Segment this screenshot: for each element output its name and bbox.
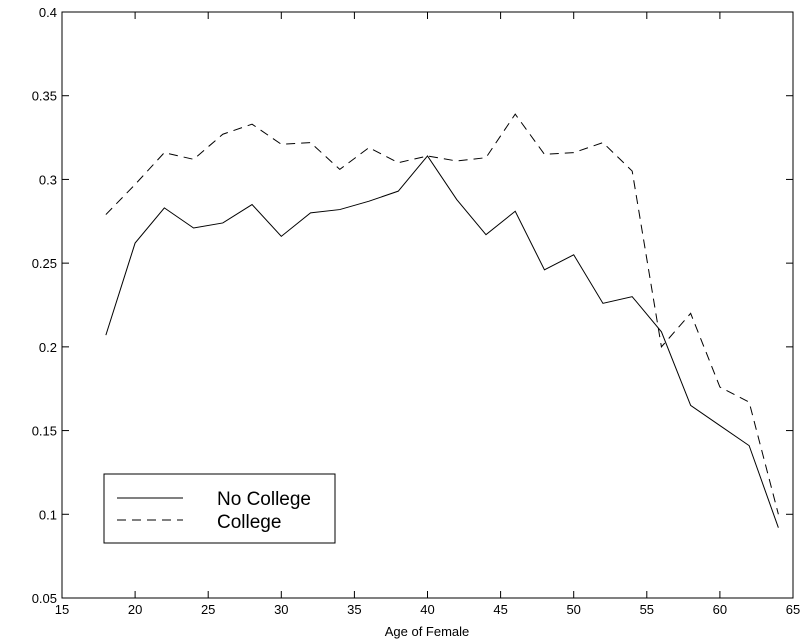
x-tick-label: 60 <box>713 602 727 617</box>
y-tick-label: 0.1 <box>39 507 57 522</box>
x-tick-label: 45 <box>493 602 507 617</box>
x-tick-label: 30 <box>274 602 288 617</box>
y-tick-label: 0.35 <box>32 89 57 104</box>
legend-label-college: College <box>217 512 281 533</box>
y-tick-label: 0.2 <box>39 340 57 355</box>
y-tick-label: 0.15 <box>32 424 57 439</box>
y-tick-label: 0.05 <box>32 591 57 606</box>
y-tick-label: 0.4 <box>39 5 57 20</box>
legend-label-no-college: No College <box>217 489 311 510</box>
x-tick-label: 65 <box>786 602 800 617</box>
y-tick-label: 0.25 <box>32 256 57 271</box>
x-tick-label: 40 <box>420 602 434 617</box>
x-tick-label: 50 <box>566 602 580 617</box>
legend: No College College <box>104 474 335 543</box>
x-axis-title: Age of Female <box>385 624 470 639</box>
y-tick-label: 0.3 <box>39 172 57 187</box>
x-tick-label: 55 <box>640 602 654 617</box>
x-tick-label: 20 <box>128 602 142 617</box>
x-tick-label: 35 <box>347 602 361 617</box>
x-tick-label: 25 <box>201 602 215 617</box>
